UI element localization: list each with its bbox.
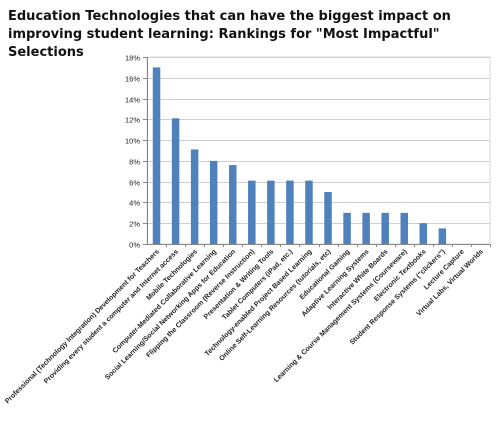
bar: [324, 192, 332, 244]
bar: [362, 212, 370, 244]
bar: [229, 165, 237, 244]
bar: [419, 223, 428, 244]
y-tick-label: 0%: [129, 241, 140, 250]
bar: [400, 212, 408, 244]
bar: [267, 180, 275, 244]
bar: [248, 180, 256, 244]
y-tick-label: 2%: [129, 220, 140, 229]
bar: [152, 67, 161, 244]
bar: [190, 149, 199, 244]
chart-title: Education Technologies that can have the…: [8, 9, 451, 60]
x-tick-label: Providing every student a computer and I…: [43, 248, 180, 385]
y-tick-label: 14%: [125, 96, 140, 105]
bar: [209, 160, 218, 244]
y-tick-label: 16%: [125, 75, 140, 84]
x-tick-label: Social Learning/Social Networking Apps f…: [104, 248, 237, 381]
y-tick-label: 18%: [125, 54, 140, 63]
bar: [343, 212, 351, 244]
y-tick-label: 10%: [125, 137, 140, 146]
y-tick-label: 6%: [129, 179, 140, 188]
x-tick-label: Tablet Computers (iPad, etc.): [221, 248, 294, 321]
y-tick-label: 8%: [129, 158, 140, 167]
bar: [438, 228, 447, 244]
bar: [171, 118, 180, 244]
bar: [286, 180, 294, 244]
y-tick-label: 12%: [125, 116, 140, 125]
plot-area: [146, 56, 491, 245]
bar: [305, 180, 313, 244]
y-tick-label: 4%: [129, 199, 140, 208]
bar: [381, 212, 389, 244]
